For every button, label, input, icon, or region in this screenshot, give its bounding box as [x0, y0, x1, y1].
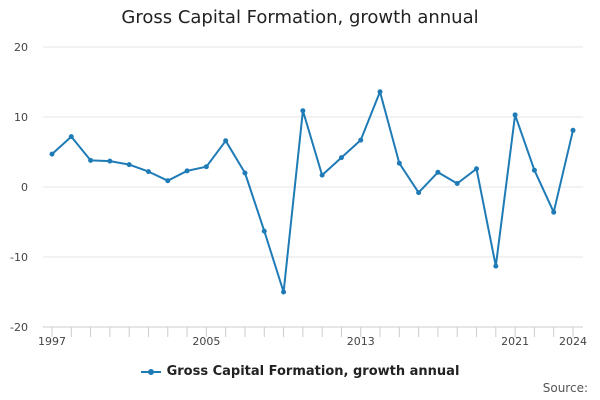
- series-line: [51, 90, 574, 293]
- chart-title: Gross Capital Formation, growth annual: [121, 7, 479, 28]
- data-point: [261, 228, 267, 234]
- data-point: [570, 127, 576, 133]
- data-point: [396, 160, 402, 166]
- legend-line-marker: [140, 367, 161, 377]
- x-tick-label: 2013: [347, 335, 375, 348]
- source-note: Source:: [542, 381, 588, 395]
- data-point: [319, 172, 325, 178]
- data-point: [435, 169, 441, 175]
- x-tick-label: 2005: [192, 335, 220, 348]
- y-tick-label: -20: [10, 321, 28, 334]
- y-tick-label: -10: [10, 251, 28, 264]
- data-point: [107, 158, 113, 164]
- data-point: [145, 169, 151, 175]
- data-point: [512, 112, 518, 118]
- data-point: [338, 155, 344, 161]
- data-point: [165, 178, 171, 184]
- data-point: [551, 209, 557, 215]
- data-point: [358, 137, 364, 143]
- x-tick-label: 2021: [501, 335, 529, 348]
- data-point: [377, 89, 383, 95]
- data-point: [203, 164, 209, 170]
- data-point: [184, 168, 190, 174]
- data-point: [281, 289, 287, 295]
- data-point: [88, 157, 94, 163]
- x-tick-label: 1997: [38, 335, 66, 348]
- x-tick-label: 2024: [559, 335, 587, 348]
- data-point: [223, 138, 229, 144]
- data-point: [49, 151, 55, 157]
- legend-label: Gross Capital Formation, growth annual: [166, 364, 460, 379]
- y-tick-label: 10: [14, 111, 28, 124]
- data-point: [68, 134, 74, 140]
- y-tick-label: 20: [14, 41, 28, 54]
- data-point: [531, 167, 537, 173]
- data-point: [242, 170, 248, 176]
- data-point: [416, 190, 422, 196]
- y-tick-label: 0: [21, 181, 28, 194]
- data-point: [126, 162, 132, 168]
- data-point: [493, 263, 499, 269]
- legend[interactable]: Gross Capital Formation, growth annual: [0, 364, 600, 379]
- data-point: [300, 108, 306, 114]
- data-point: [474, 166, 480, 172]
- data-point: [454, 181, 460, 186]
